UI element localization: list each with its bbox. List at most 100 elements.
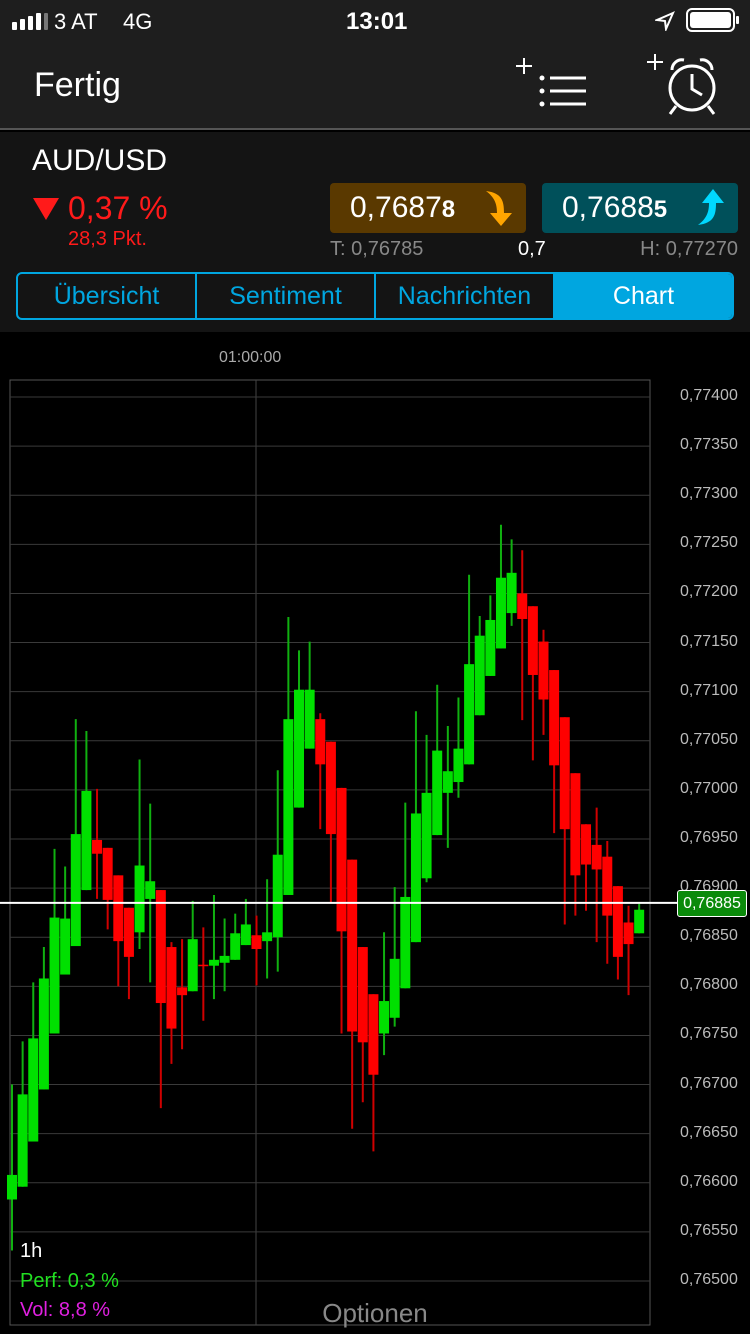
- ask-price: 0,7688: [562, 191, 654, 224]
- y-tick-label: 0,76700: [680, 1074, 738, 1092]
- plus-list-icon[interactable]: [512, 54, 588, 112]
- candle-up: [294, 689, 305, 808]
- done-button[interactable]: Fertig: [34, 66, 121, 104]
- candle-up: [474, 635, 485, 716]
- y-tick-label: 0,77200: [680, 583, 738, 601]
- candle-down: [92, 839, 103, 854]
- y-tick-label: 0,77000: [680, 779, 738, 797]
- candle-down: [517, 593, 528, 619]
- x-tick-label: 01:00:00: [219, 349, 282, 366]
- candle-up: [410, 813, 421, 943]
- y-tick-label: 0,77400: [680, 387, 738, 404]
- tab-bar: Übersicht Sentiment Nachrichten Chart: [16, 272, 734, 320]
- location-arrow-icon: [655, 11, 675, 31]
- candle-down: [368, 994, 379, 1075]
- candle-up: [634, 909, 645, 934]
- candle-up: [283, 719, 294, 895]
- y-tick-label: 0,77050: [680, 730, 738, 748]
- candle-up: [70, 834, 81, 947]
- symbol-title: AUD/USD: [32, 144, 168, 177]
- network-type: 4G: [123, 9, 153, 34]
- y-tick-label: 0,77100: [680, 681, 738, 699]
- candle-down: [538, 641, 549, 700]
- candle-up: [304, 689, 315, 749]
- status-bar: 3 AT 4G 13:01: [0, 0, 750, 42]
- tab-chart[interactable]: Chart: [555, 274, 732, 318]
- perf-label: Perf: 0,3 %: [20, 1270, 119, 1292]
- candle-down: [347, 859, 358, 1032]
- signal-icon: [12, 13, 48, 30]
- y-tick-label: 0,77300: [680, 485, 738, 503]
- candle-up: [187, 939, 198, 992]
- y-tick-label: 0,77250: [680, 534, 738, 552]
- plot-frame: [9, 379, 651, 1326]
- candle-up: [379, 1001, 390, 1034]
- y-tick-label: 0,76500: [680, 1271, 738, 1288]
- tab-news[interactable]: Nachrichten: [376, 274, 555, 318]
- day-high: H: 0,77270: [640, 238, 738, 260]
- candle-up: [485, 619, 496, 676]
- arrow-up-cyan-icon: [698, 189, 724, 225]
- candle-down: [123, 907, 134, 957]
- candle-down: [570, 773, 581, 876]
- bid-pip: 8: [441, 196, 456, 223]
- buy-price-button[interactable]: 0,76885: [542, 183, 738, 233]
- candle-down: [602, 856, 613, 916]
- change-points: 28,3 Pkt.: [68, 228, 147, 250]
- candle-down: [177, 987, 188, 996]
- y-tick-label: 0,76800: [680, 976, 738, 994]
- candle-down: [549, 670, 560, 766]
- y-tick-label: 0,76550: [680, 1221, 738, 1239]
- y-tick-label: 0,76850: [680, 927, 738, 945]
- candle-up: [134, 865, 145, 933]
- candle-down: [357, 947, 368, 1043]
- candle-up: [38, 978, 49, 1090]
- candle-up: [81, 790, 92, 891]
- candle-up: [7, 1174, 17, 1200]
- battery-icon: [686, 8, 739, 32]
- candle-down: [623, 922, 634, 945]
- y-tick-label: 0,76950: [680, 829, 738, 846]
- y-tick-label: 0,76600: [680, 1172, 738, 1190]
- candle-down: [102, 847, 113, 900]
- candle-down: [315, 719, 326, 765]
- candle-down: [113, 875, 124, 942]
- interval-label[interactable]: 1h: [20, 1240, 43, 1262]
- candle-down: [527, 606, 538, 675]
- candle-down: [325, 741, 336, 835]
- candle-up: [60, 918, 71, 975]
- candle-up: [421, 792, 432, 879]
- tab-overview[interactable]: Übersicht: [18, 274, 197, 318]
- carrier: 3 AT: [54, 9, 98, 34]
- day-low: T: 0,76785: [330, 238, 424, 260]
- current-price-label: 0,76885: [677, 890, 747, 917]
- ask-pip: 5: [653, 196, 668, 223]
- candle-up: [230, 933, 241, 960]
- plus-alarm-clock-icon[interactable]: [642, 50, 722, 116]
- candle-down: [155, 890, 166, 1004]
- candle-down: [559, 717, 570, 830]
- candle-down: [166, 947, 177, 1029]
- candle-up: [442, 771, 453, 793]
- y-tick-label: 0,77150: [680, 632, 738, 650]
- candle-up: [240, 924, 251, 946]
- vol-label: Vol: 8,8 %: [20, 1299, 111, 1321]
- candle-up: [389, 958, 400, 1018]
- sell-price-button[interactable]: 0,76878: [330, 183, 526, 233]
- y-tick-label: 0,77350: [680, 436, 738, 454]
- down-triangle-icon: [33, 198, 59, 220]
- y-tick-label: 0,76750: [680, 1025, 738, 1043]
- candle-down: [251, 935, 262, 950]
- candle-down: [591, 844, 602, 870]
- arrow-down-orange-icon: [486, 191, 512, 226]
- candle-down: [336, 787, 347, 932]
- candle-up: [219, 955, 230, 963]
- candle-up: [400, 896, 411, 989]
- candle-up: [272, 854, 283, 938]
- options-button[interactable]: Optionen: [322, 1298, 428, 1328]
- candle-up: [453, 748, 464, 783]
- tab-sentiment[interactable]: Sentiment: [197, 274, 376, 318]
- candle-down: [198, 964, 209, 967]
- candle-down: [581, 824, 592, 865]
